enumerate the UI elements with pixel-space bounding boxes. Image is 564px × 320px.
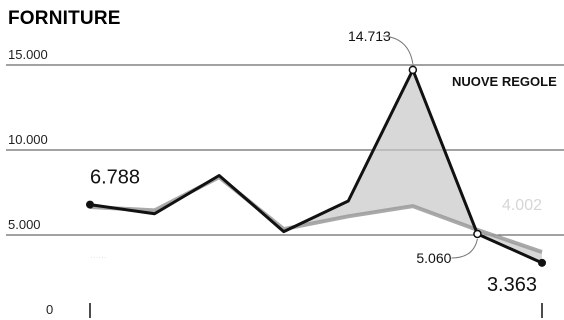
data-label: 5.060 xyxy=(416,250,451,266)
data-label: 4.002 xyxy=(502,197,542,214)
point-open xyxy=(408,65,418,75)
data-label: 14.713 xyxy=(348,28,391,44)
chart-title: FORNITURE xyxy=(8,8,121,29)
series-line-main xyxy=(89,68,543,265)
series-lines xyxy=(89,68,543,265)
y-tick-label: 10.000 xyxy=(8,132,48,147)
data-labels: 6.788 14.713 5.060 3.363 4.002 xyxy=(90,28,542,296)
y-axis-ticks: 15.000 10.000 5.000 0 xyxy=(8,47,53,317)
data-label: 6.788 xyxy=(90,167,140,189)
difference-area xyxy=(90,69,542,263)
series-line-secondary xyxy=(89,175,543,254)
leader-line-low xyxy=(451,238,478,259)
grid xyxy=(6,64,564,318)
point-dot xyxy=(538,258,546,267)
y-tick-label: 15.000 xyxy=(8,47,48,62)
annotation-nuove-regole: NUOVE REGOLE xyxy=(452,74,557,89)
point-open xyxy=(473,229,482,239)
data-label: 3.363 xyxy=(487,274,537,296)
leader-line-peak xyxy=(382,35,414,64)
y-tick-label: 5.000 xyxy=(8,217,41,232)
y-tick-label: 0 xyxy=(46,302,53,317)
faint-label: ...... xyxy=(90,250,107,261)
area-between-series xyxy=(90,69,542,263)
series-points xyxy=(86,65,546,267)
point-dot xyxy=(86,200,94,209)
